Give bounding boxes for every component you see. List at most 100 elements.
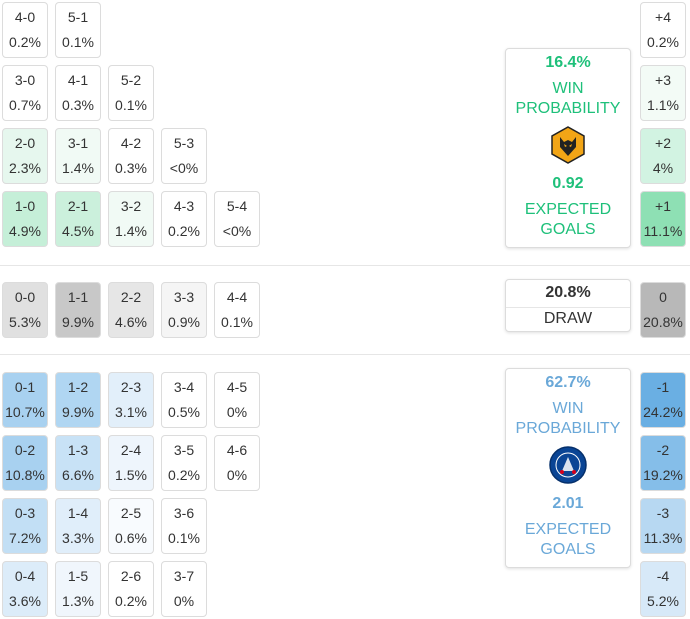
- cell-score: 1-0: [14, 198, 36, 214]
- scoreline-cell-draw: 0-0 5.3%: [2, 282, 48, 338]
- cell-probability: 0.3%: [62, 97, 94, 113]
- cell-score: 2-0: [14, 135, 36, 151]
- scoreline-cell-away: 1-4 3.3%: [55, 498, 101, 554]
- draw-panel: 20.8% DRAW: [505, 279, 631, 332]
- scoreline-cell-home: 4-2 0.3%: [108, 128, 154, 184]
- cell-probability: 20.8%: [643, 314, 683, 330]
- scoreline-cell-away: 0-4 3.6%: [2, 561, 48, 617]
- scoreline-cell-draw: 2-2 4.6%: [108, 282, 154, 338]
- cell-probability: 0.1%: [168, 530, 200, 546]
- cell-probability: 0.2%: [168, 223, 200, 239]
- away-win-percentage: 62.7%: [545, 374, 591, 391]
- cell-score: 0-3: [14, 505, 36, 521]
- cell-probability: 5.2%: [647, 593, 679, 609]
- chelsea-crest-icon: [548, 445, 588, 490]
- scoreline-cell-away: 2-4 1.5%: [108, 435, 154, 491]
- cell-probability: 6.6%: [62, 467, 94, 483]
- scoreline-cell-away: 0-1 10.7%: [2, 372, 48, 428]
- home-goals-label: GOALS: [540, 221, 596, 238]
- cell-score: 3-2: [120, 198, 142, 214]
- cell-score: 1-1: [67, 289, 89, 305]
- scoreline-cell-draw: 3-3 0.9%: [161, 282, 207, 338]
- cell-probability: 11.3%: [643, 530, 683, 546]
- scoreline-cell-draw: 1-1 9.9%: [55, 282, 101, 338]
- cell-score: 3-5: [173, 442, 195, 458]
- cell-probability: 0%: [173, 593, 195, 609]
- cell-score: 3-7: [173, 568, 195, 584]
- home-win-percentage: 16.4%: [545, 54, 591, 71]
- cell-score: +3: [655, 72, 671, 88]
- goal-margin-cell: +1 11.1%: [640, 191, 686, 247]
- goal-margin-cell: -4 5.2%: [640, 561, 686, 617]
- scoreline-cell-away: 1-2 9.9%: [55, 372, 101, 428]
- scoreline-cell-home: 3-0 0.7%: [2, 65, 48, 121]
- away-expected-goals: 2.01: [552, 495, 584, 512]
- scoreline-cell-away: 3-4 0.5%: [161, 372, 207, 428]
- cell-probability: 3.6%: [9, 593, 41, 609]
- cell-score: 2-5: [120, 505, 142, 521]
- cell-score: 4-6: [226, 442, 248, 458]
- cell-score: 4-5: [226, 379, 248, 395]
- scoreline-cell-home: 3-2 1.4%: [108, 191, 154, 247]
- goal-margin-cell: -1 24.2%: [640, 372, 686, 428]
- home-team-panel: 16.4% WIN PROBABILITY 0.92 EXPECTED GOAL…: [505, 48, 631, 248]
- goal-margin-cell: +4 0.2%: [640, 2, 686, 58]
- scoreline-cell-away: 3-6 0.1%: [161, 498, 207, 554]
- cell-score: 5-2: [120, 72, 142, 88]
- cell-probability: 1.4%: [62, 160, 94, 176]
- cell-probability: 0.9%: [168, 314, 200, 330]
- scoreline-cell-home: 4-0 0.2%: [2, 2, 48, 58]
- cell-score: +2: [655, 135, 671, 151]
- cell-score: 5-4: [226, 198, 248, 214]
- cell-score: -1: [656, 379, 670, 395]
- scoreline-cell-home: 5-3 <0%: [161, 128, 207, 184]
- away-goals-label: GOALS: [540, 541, 596, 558]
- home-win-label: WIN: [552, 80, 584, 97]
- scoreline-cell-away: 3-5 0.2%: [161, 435, 207, 491]
- cell-probability: 4%: [652, 160, 674, 176]
- cell-score: 3-0: [14, 72, 36, 88]
- cell-probability: 0.2%: [168, 467, 200, 483]
- cell-score: -3: [656, 505, 670, 521]
- scoreline-cell-home: 4-1 0.3%: [55, 65, 101, 121]
- cell-score: 2-4: [120, 442, 142, 458]
- scoreline-cell-home: 4-3 0.2%: [161, 191, 207, 247]
- cell-probability: 1.4%: [115, 223, 147, 239]
- cell-score: 1-5: [67, 568, 89, 584]
- cell-probability: 1.1%: [647, 97, 679, 113]
- cell-score: +4: [655, 9, 671, 25]
- scoreline-cell-draw: 4-4 0.1%: [214, 282, 260, 338]
- away-expected-label: EXPECTED: [524, 521, 612, 538]
- goal-margin-cell: +2 4%: [640, 128, 686, 184]
- cell-probability: 0.6%: [115, 530, 147, 546]
- home-probability-label: PROBABILITY: [515, 100, 621, 117]
- cell-score: 3-1: [67, 135, 89, 151]
- scoreline-cell-away: 4-5 0%: [214, 372, 260, 428]
- cell-probability: 10.7%: [5, 404, 45, 420]
- cell-probability: <0%: [222, 223, 252, 239]
- cell-probability: 1.3%: [62, 593, 94, 609]
- cell-probability: 0%: [226, 404, 248, 420]
- cell-score: 2-1: [67, 198, 89, 214]
- cell-score: 2-6: [120, 568, 142, 584]
- cell-score: 4-0: [14, 9, 36, 25]
- cell-probability: 4.6%: [115, 314, 147, 330]
- scoreline-cell-away: 3-7 0%: [161, 561, 207, 617]
- scoreline-cell-away: 0-2 10.8%: [2, 435, 48, 491]
- cell-probability: 0.2%: [115, 593, 147, 609]
- away-win-label: WIN: [552, 400, 584, 417]
- goal-margin-cell: 0 20.8%: [640, 282, 686, 338]
- cell-score: 0: [659, 289, 667, 305]
- cell-score: 1-2: [67, 379, 89, 395]
- scoreline-cell-home: 2-0 2.3%: [2, 128, 48, 184]
- cell-score: 1-3: [67, 442, 89, 458]
- cell-probability: 7.2%: [9, 530, 41, 546]
- cell-score: 3-6: [173, 505, 195, 521]
- cell-score: 0-4: [14, 568, 36, 584]
- cell-probability: 0.1%: [62, 34, 94, 50]
- cell-probability: 0.7%: [9, 97, 41, 113]
- cell-score: 4-4: [226, 289, 248, 305]
- away-probability-label: PROBABILITY: [515, 420, 621, 437]
- cell-score: 4-1: [67, 72, 89, 88]
- cell-score: -2: [656, 442, 670, 458]
